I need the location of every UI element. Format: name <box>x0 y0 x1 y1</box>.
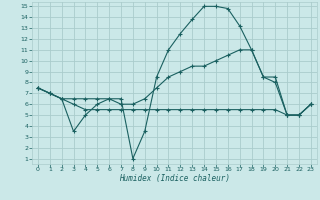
X-axis label: Humidex (Indice chaleur): Humidex (Indice chaleur) <box>119 174 230 183</box>
